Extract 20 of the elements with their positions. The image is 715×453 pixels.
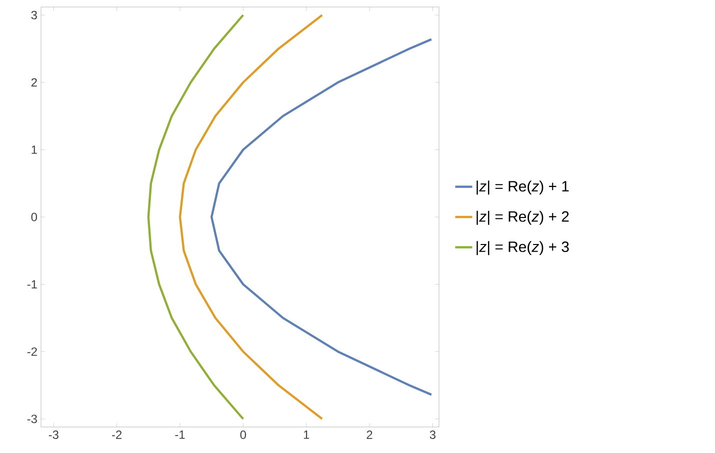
x-tick-label: 0: [240, 430, 246, 439]
y-tick-label: -1: [27, 280, 37, 288]
y-tick-label: -3: [27, 414, 37, 424]
x-tick-label: 3: [430, 430, 436, 439]
y-tick-label: 2: [31, 78, 37, 87]
y-tick-label: 1: [32, 146, 37, 154]
line-series: [210, 38, 433, 396]
x-tick-label: 1: [304, 430, 310, 439]
x-tick-label: 2: [366, 430, 372, 439]
y-tick-label: 3: [31, 10, 37, 20]
line-series: [147, 14, 244, 420]
x-tick-label: -1: [175, 430, 185, 439]
y-tick-label: -2: [27, 347, 37, 356]
line-series: [178, 14, 324, 420]
x-tick-label: -3: [48, 430, 58, 439]
legend-label: |z| = Re(z) + 2: [476, 210, 569, 225]
legend-label: |z| = Re(z) + 3: [476, 241, 569, 256]
x-tick-label: -2: [112, 430, 122, 439]
y-tick-label: 0: [31, 212, 38, 222]
legend-label: |z| = Re(z) + 1: [476, 180, 569, 195]
